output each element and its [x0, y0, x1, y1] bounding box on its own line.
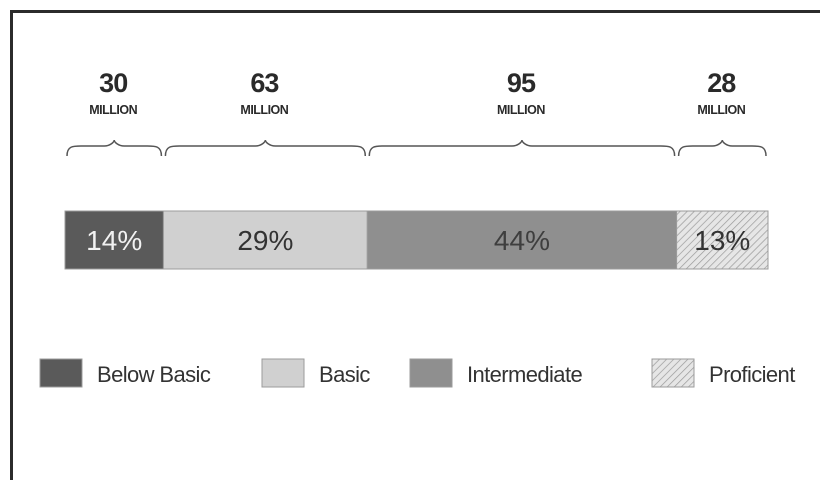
count-number-basic: 63 [250, 68, 279, 98]
count-number-intermediate: 95 [507, 68, 536, 98]
count-number-proficient: 28 [707, 68, 736, 98]
bar-segment-basic [162, 210, 368, 270]
brace-intermediate [368, 139, 676, 157]
count-number-below-basic: 30 [99, 68, 127, 98]
legend-label-intermediate: Intermediate [467, 362, 582, 387]
legend-swatch-below-basic [39, 358, 83, 388]
legend-item-basic: Basic [261, 358, 371, 388]
braces [66, 139, 767, 157]
legend-swatch-intermediate [409, 358, 453, 388]
count-unit-below-basic: MILLION [89, 103, 137, 117]
value-label-intermediate: 44% [494, 225, 550, 256]
brace-basic [164, 139, 367, 157]
value-label-basic: 29% [237, 225, 293, 256]
population-counts: 30 MILLION 63 MILLION 95 MILLION 28 MILLION [89, 68, 746, 117]
legend-item-below-basic: Below Basic [39, 358, 211, 388]
legend-swatch-proficient [651, 358, 695, 388]
bar-segment-below-basic [64, 210, 164, 270]
legend-item-proficient: Proficient [651, 358, 796, 388]
legend-item-intermediate: Intermediate [409, 358, 583, 388]
count-unit-intermediate: MILLION [497, 103, 545, 117]
brace-below-basic [66, 139, 163, 157]
bar-segment-proficient [676, 210, 769, 270]
bar-segment-intermediate [366, 210, 678, 270]
legend-label-basic: Basic [319, 362, 370, 387]
chart-frame [10, 10, 820, 480]
value-label-proficient: 13% [694, 225, 750, 256]
legend: Below Basic Basic Intermediate Proficient [39, 358, 796, 388]
stacked-bar: 14% 29% 44% 13% [64, 210, 769, 270]
legend-swatch-basic [261, 358, 305, 388]
legend-label-proficient: Proficient [709, 362, 795, 387]
count-unit-proficient: MILLION [697, 103, 745, 117]
brace-proficient [677, 139, 767, 157]
legend-label-below-basic: Below Basic [97, 362, 211, 387]
value-label-below-basic: 14% [86, 225, 142, 256]
stacked-bar-chart: 30 MILLION 63 MILLION 95 MILLION 28 MILLION 14%… [39, 68, 796, 388]
count-unit-basic: MILLION [240, 103, 288, 117]
